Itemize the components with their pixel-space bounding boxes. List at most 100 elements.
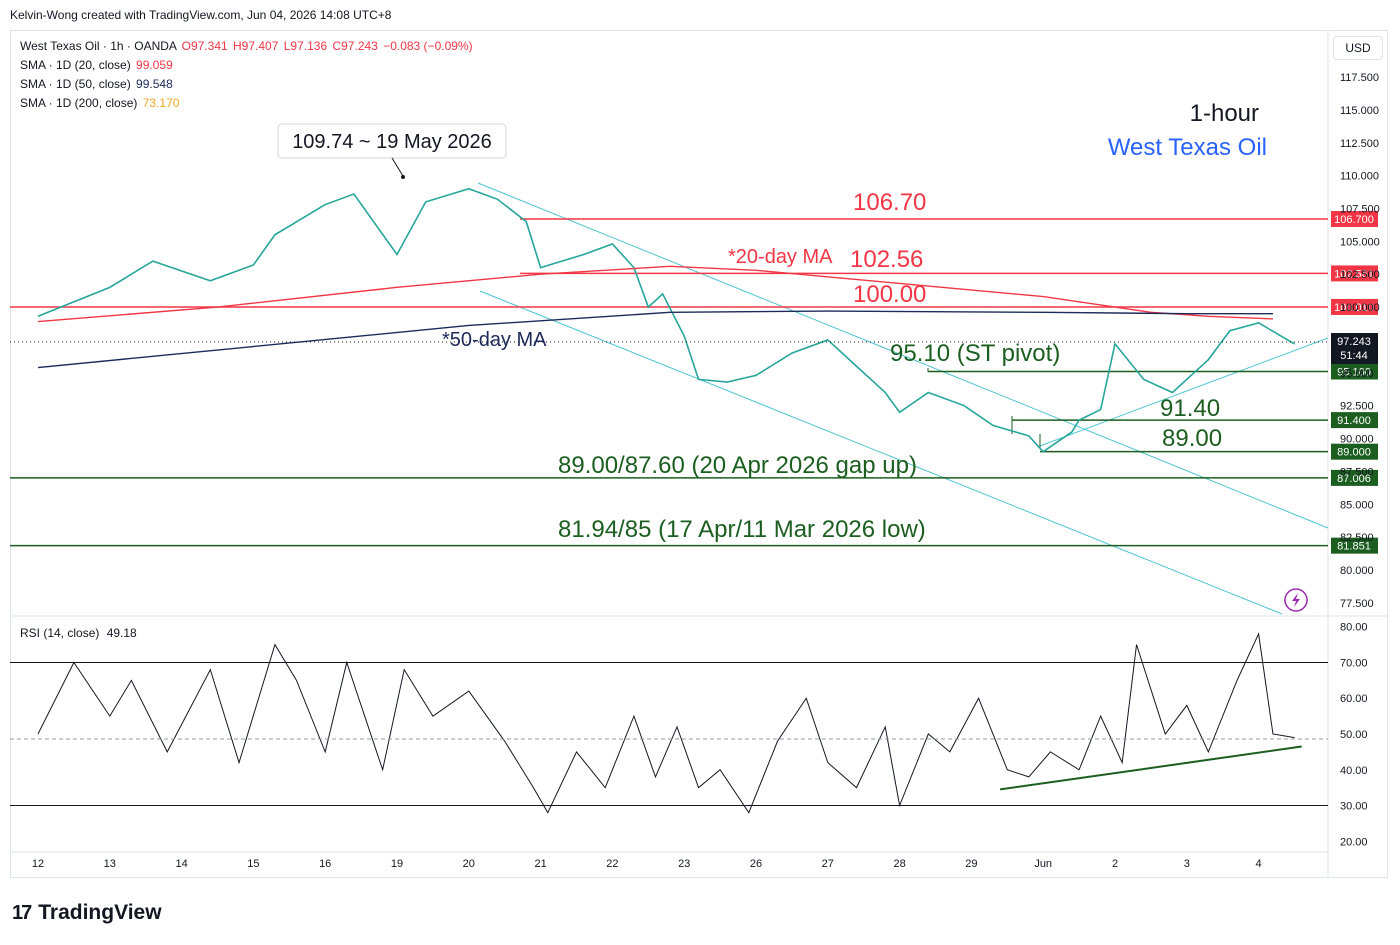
price-tick-label: 90.000: [1340, 434, 1374, 446]
sma200-value: 73.170: [142, 96, 180, 110]
rsi-line: [37, 632, 1295, 814]
last-price-value: 97.243: [1337, 336, 1371, 348]
sma20-legend[interactable]: SMA · 1D (20, close) 99.059: [20, 58, 173, 72]
tradingview-logo[interactable]: 17 TradingView: [12, 901, 162, 925]
chart-credit: Kelvin-Wong created with TradingView.com…: [10, 8, 392, 22]
price-tick-label: 100.000: [1340, 302, 1380, 314]
level-label-95-10: 95.10 (ST pivot): [890, 340, 1060, 367]
level-label-89-00: 89.00: [1162, 425, 1222, 452]
ohlc-change: −0.083 (−0.09%): [383, 39, 473, 53]
level-axis-tag-text: 91.400: [1337, 415, 1371, 427]
level-axis-tag-text: 102.561: [1334, 268, 1374, 280]
time-tick-label: 19: [391, 858, 403, 870]
price-tick-label: 80.000: [1340, 565, 1374, 577]
time-tick-label: 16: [319, 858, 331, 870]
price-tick-label: 92.500: [1340, 401, 1374, 413]
time-tick-label: 27: [822, 858, 834, 870]
time-tick-label: Jun: [1034, 858, 1052, 870]
time-tick-label: 22: [606, 858, 618, 870]
rsi-label: RSI (14, close): [20, 626, 100, 640]
rsi-trendline: [999, 745, 1302, 791]
price-tick-label: 107.500: [1340, 203, 1380, 215]
level-label-100-00: 100.00: [853, 281, 926, 308]
sma50-line: [37, 310, 1273, 369]
level-axis-tag-text: 106.700: [1334, 214, 1374, 226]
time-tick-label: 12: [32, 858, 44, 870]
sma50-legend[interactable]: SMA · 1D (50, close) 99.548: [20, 77, 173, 91]
ohlc-low: L97.136: [283, 39, 328, 53]
ohlc-close: C97.243: [332, 39, 378, 53]
level-label-81-94: 81.94/85 (17 Apr/11 Mar 2026 low): [558, 516, 926, 543]
level-axis-tag-text: 95.100: [1337, 366, 1371, 378]
level-axis-tag: [1331, 363, 1378, 380]
ohlc-open: O97.341: [181, 39, 228, 53]
level-axis-tag-text: 87.006: [1337, 473, 1371, 485]
currency-selector[interactable]: USD: [1333, 36, 1383, 60]
time-tick-label: 4: [1256, 858, 1262, 870]
price-tick-label: 85.000: [1340, 499, 1374, 511]
sma200-label: SMA · 1D (200, close): [20, 96, 138, 110]
lightning-icon[interactable]: [1284, 588, 1308, 612]
level-axis-tag: [1331, 412, 1378, 429]
price-tick-label: 82.500: [1340, 532, 1374, 544]
sma50-label: SMA · 1D (50, close): [20, 77, 131, 91]
level-label-102-56: 102.56: [850, 246, 923, 273]
lightning-icon-bolt: [1292, 593, 1300, 607]
level-axis-tag: [1331, 443, 1378, 460]
last-price-tag-bg: [1331, 333, 1378, 364]
symbol-name: West Texas Oil · 1h · OANDA: [20, 39, 177, 53]
level-axis-tag: [1331, 298, 1378, 315]
rsi-tick-label: 70.00: [1340, 657, 1368, 669]
rsi-legend[interactable]: RSI (14, close) 49.18: [20, 626, 137, 640]
rsi-value: 49.18: [106, 626, 137, 640]
last-price-countdown: 51:44: [1340, 350, 1368, 362]
sma200-legend[interactable]: SMA · 1D (200, close) 73.170: [20, 96, 179, 110]
level-axis-tag: [1331, 469, 1378, 486]
rsi-series: [10, 632, 1328, 814]
level-axis-tag: [1331, 537, 1378, 554]
channel-upper-line[interactable]: [477, 182, 1329, 529]
rsi-tick-label: 60.00: [1340, 693, 1368, 705]
ohlc-high: H97.407: [233, 39, 279, 53]
price-tick-label: 112.500: [1340, 138, 1379, 150]
tradingview-logo-mark: 17: [12, 901, 32, 924]
time-tick-label: 2: [1112, 858, 1118, 870]
price-tick-label: 115.000: [1340, 105, 1379, 117]
time-tick-label: 23: [678, 858, 690, 870]
time-tick-label: 13: [104, 858, 116, 870]
price-tick-label: 105.000: [1340, 236, 1380, 248]
price-series: [37, 187, 1295, 453]
time-tick-label: 26: [750, 858, 762, 870]
last-price-tag: 97.243 51:44: [1331, 333, 1378, 364]
level-label-91-40: 91.40: [1160, 395, 1220, 422]
price-tick-label: 95.000: [1340, 368, 1374, 380]
uptrend-support-line[interactable]: [1039, 337, 1329, 447]
chart-frame: [10, 30, 1388, 878]
time-tick-label: 3: [1184, 858, 1190, 870]
ma50-annotation: *50-day MA: [442, 329, 547, 351]
level-axis-tag: [1331, 265, 1378, 282]
level-axis-tag-text: 89.000: [1337, 447, 1371, 459]
level-axis-tag-text: 81.851: [1337, 541, 1371, 553]
price-tick-label: 87.500: [1340, 466, 1374, 478]
ma20-annotation: *20-day MA: [728, 246, 833, 268]
level-axis-tag-text: 100.010: [1334, 302, 1374, 314]
price-tick-label: 110.000: [1340, 171, 1379, 183]
price-tick-label: 102.500: [1340, 269, 1380, 281]
rsi-tick-label: 40.00: [1340, 765, 1368, 777]
channel-lower-line[interactable]: [479, 290, 1283, 615]
level-label-106-70: 106.70: [853, 189, 926, 216]
symbol-legend[interactable]: West Texas Oil · 1h · OANDA O97.341 H97.…: [20, 39, 473, 53]
peak-marker: [401, 175, 405, 179]
level-label-87-60: 89.00/87.60 (20 Apr 2026 gap up): [558, 452, 917, 479]
horizontal-levels: 106.700 102.561 100.010 95.100 91.400 89.000 8…: [10, 211, 1378, 554]
peak-callout-pointer: [391, 157, 404, 177]
time-tick-label: 29: [965, 858, 977, 870]
peak-callout[interactable]: 109.74 ~ 19 May 2026: [277, 123, 507, 179]
chart-subtitle: West Texas Oil: [1108, 134, 1267, 161]
time-tick-label: 28: [893, 858, 905, 870]
sma20-value: 99.059: [136, 58, 173, 72]
time-tick-label: 20: [463, 858, 475, 870]
sma50-value: 99.548: [136, 77, 173, 91]
